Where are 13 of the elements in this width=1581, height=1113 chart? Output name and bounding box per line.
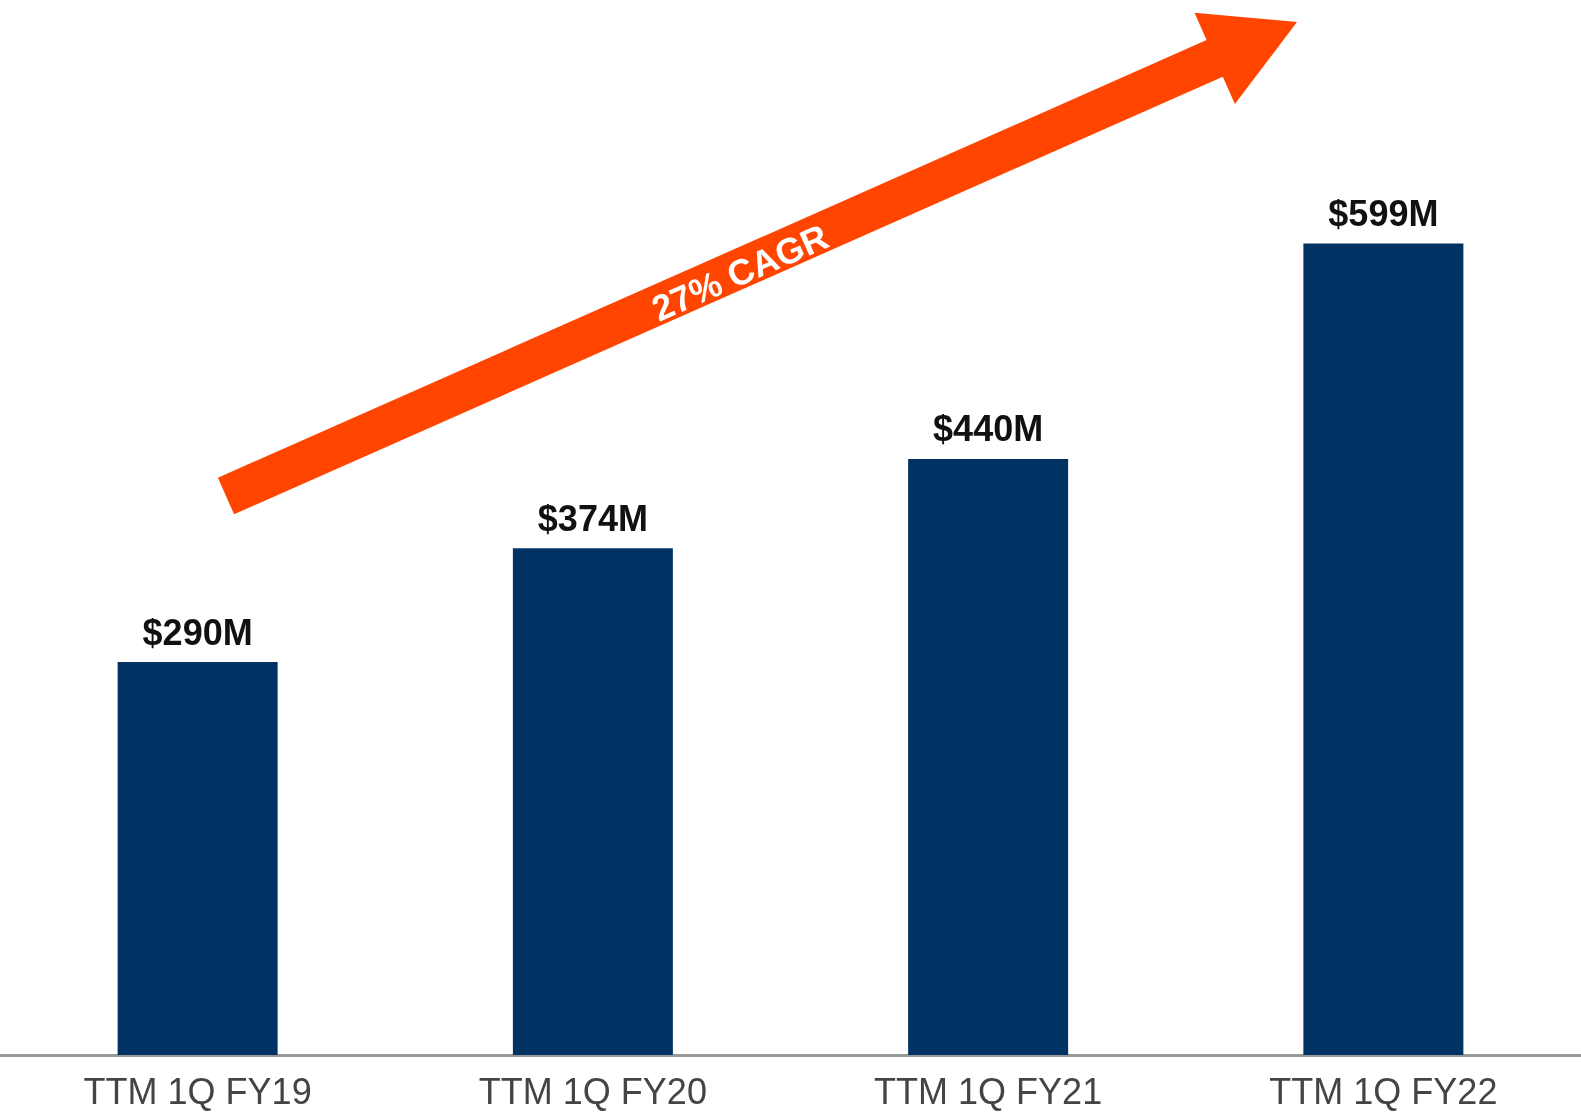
x-tick-label: TTM 1Q FY19 xyxy=(83,1070,312,1112)
x-tick-label: TTM 1Q FY20 xyxy=(478,1070,707,1112)
data-label: $440M xyxy=(933,408,1044,450)
annotation: 27% CAGR xyxy=(645,215,835,330)
x-tick-label: TTM 1Q FY22 xyxy=(1269,1070,1498,1112)
bar xyxy=(512,548,673,1055)
bar xyxy=(908,458,1069,1055)
bar xyxy=(1303,243,1464,1055)
bar xyxy=(117,662,278,1055)
data-label: $599M xyxy=(1328,192,1439,234)
data-label: $374M xyxy=(537,497,648,539)
x-tick-label: TTM 1Q FY21 xyxy=(874,1070,1103,1112)
data-label: $290M xyxy=(142,611,253,653)
